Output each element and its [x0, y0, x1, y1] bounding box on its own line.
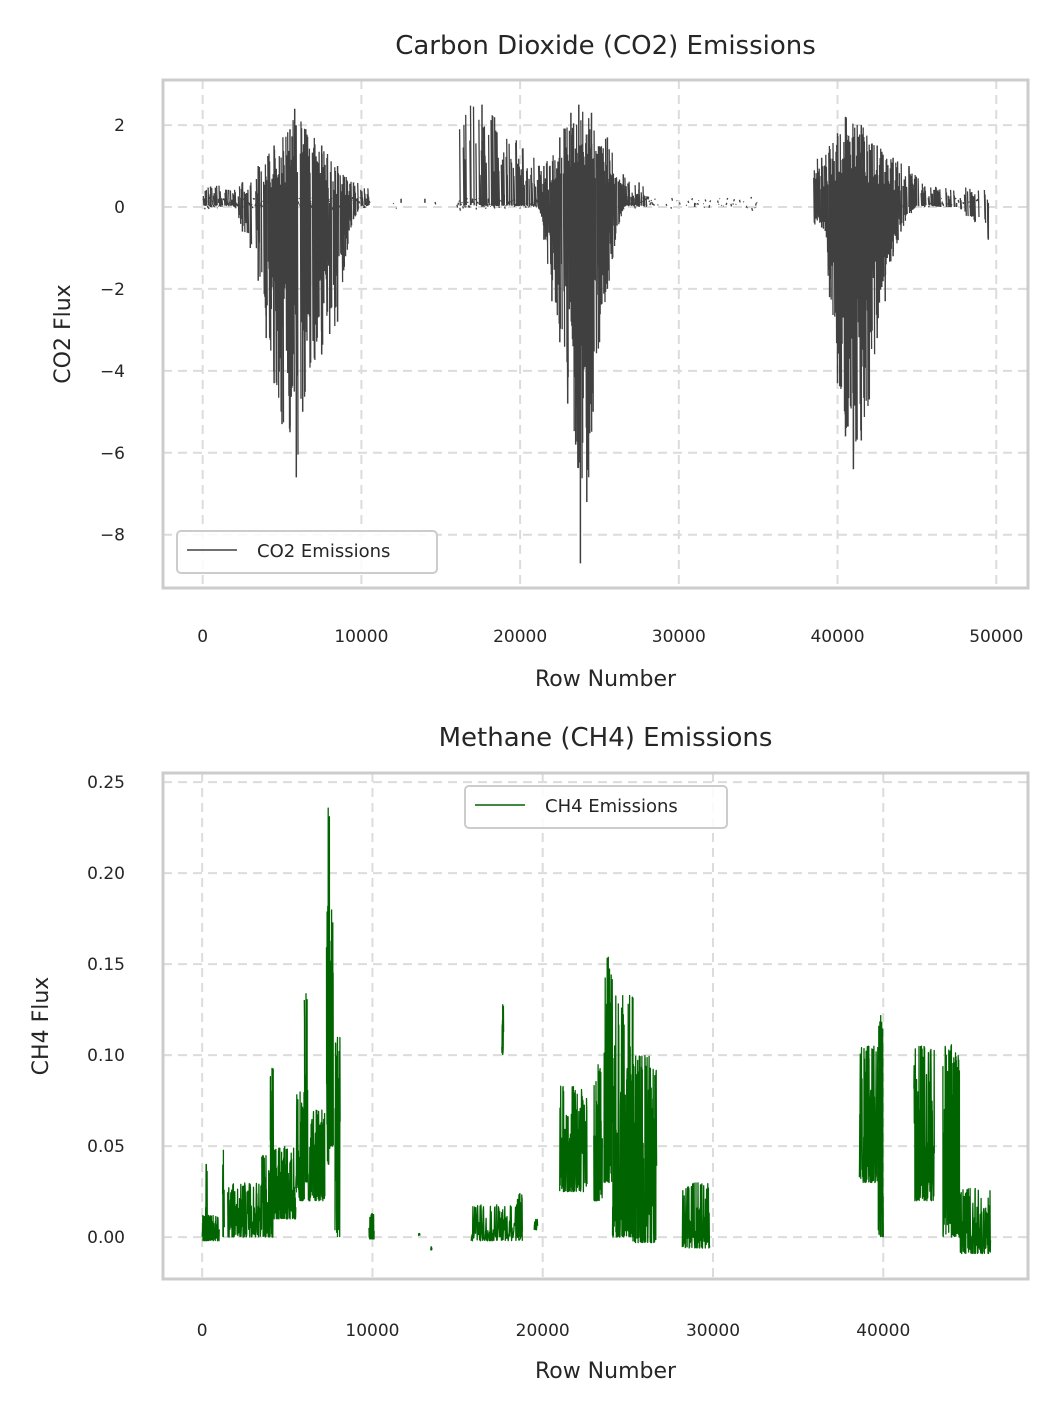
y-axis-label: CO2 Flux [51, 284, 76, 383]
ch4-segment [470, 1204, 523, 1242]
ch4-segment [913, 1045, 935, 1202]
x-tick-label: 10000 [334, 627, 388, 647]
ch4-segment [429, 1246, 433, 1251]
x-tick-label: 20000 [516, 1321, 570, 1341]
ch4-segment [368, 1213, 375, 1240]
ch4-segment [603, 956, 614, 1184]
ch4-segment [559, 1085, 588, 1193]
axes-frame [161, 771, 1030, 1281]
legend-box [464, 785, 728, 829]
y-tick-label: 0.05 [87, 1137, 125, 1157]
ch4-segment [329, 909, 334, 1147]
ch4-segment [681, 1182, 711, 1249]
ch4-segment [201, 1214, 220, 1242]
co2-extremes [209, 104, 990, 564]
ch4-segment [325, 807, 331, 1165]
x-tick-label: 50000 [969, 627, 1023, 647]
y-tick-label: −2 [100, 280, 125, 300]
ch4-segment [632, 1055, 658, 1244]
y-tick-label: −8 [100, 526, 125, 546]
ch4-segment [593, 1064, 603, 1202]
y-tick-label: 0.10 [87, 1046, 125, 1066]
y-tick-label: −4 [100, 362, 125, 382]
x-tick-label: 20000 [493, 627, 547, 647]
y-tick-label: 2 [114, 116, 125, 136]
y-tick-label: 0.00 [87, 1228, 125, 1248]
ch4-segment [227, 1182, 263, 1238]
x-axis-label: Row Number [535, 1359, 677, 1384]
y-tick-label: 0 [114, 198, 125, 218]
ch4-segment [221, 1149, 225, 1238]
ch4-segment [334, 1036, 341, 1238]
x-tick-label: 0 [197, 627, 208, 647]
legend-label: CH4 Emissions [545, 796, 678, 817]
ch4-segment [516, 1192, 523, 1238]
ch4-segment [269, 1067, 275, 1238]
y-tick-label: 0.25 [87, 773, 125, 793]
y-axis-label: CH4 Flux [29, 977, 54, 1076]
legend: CH4 Emissions [464, 785, 728, 829]
x-tick-label: 30000 [686, 1321, 740, 1341]
x-tick-label: 10000 [345, 1321, 399, 1341]
y-tick-label: −6 [100, 444, 125, 464]
y-tick-label: 0.15 [87, 955, 125, 975]
x-axis-label: Row Number [535, 667, 677, 692]
ch4-segment [295, 1091, 305, 1202]
ch4-segment [204, 1163, 208, 1238]
ch4-segment [261, 1155, 271, 1238]
x-tick-label: 0 [197, 1321, 208, 1341]
chart-title: Methane (CH4) Emissions [439, 723, 773, 753]
x-tick-label: 30000 [652, 627, 706, 647]
ch4-segment [959, 1187, 992, 1255]
axes-frame [161, 78, 1030, 590]
series-co2 [202, 104, 990, 564]
ch4-segment [307, 1109, 326, 1202]
x-tick-label: 40000 [810, 627, 864, 647]
y-tick-label: 0.20 [87, 864, 125, 884]
ch4-segment [273, 1146, 297, 1220]
legend: CO2 Emissions [176, 530, 438, 574]
ch4-segment [303, 993, 309, 1183]
ch4-segment [611, 994, 634, 1238]
ch4-segment [417, 1232, 421, 1236]
ch4-segment [501, 1004, 505, 1056]
co2-chart: 0 10000 20000 30000 40000 50000 2 0 −2 −4 −6 −8 Carb… [51, 31, 1030, 692]
co2-baseline [202, 195, 979, 212]
chart-title: Carbon Dioxide (CO2) Emissions [395, 31, 816, 61]
ch4-segment [877, 1015, 884, 1238]
ch4-chart: 0 10000 20000 30000 40000 0.00 0.05 0.10 0.15 0.2… [29, 723, 1030, 1384]
ch4-segment [533, 1218, 539, 1231]
x-tick-label: 40000 [856, 1321, 910, 1341]
legend-label: CO2 Emissions [257, 541, 390, 562]
legend-box [176, 530, 438, 574]
ch4-segment [858, 1045, 879, 1184]
ch4-segment [942, 1044, 961, 1238]
series-ch4 [201, 807, 992, 1255]
